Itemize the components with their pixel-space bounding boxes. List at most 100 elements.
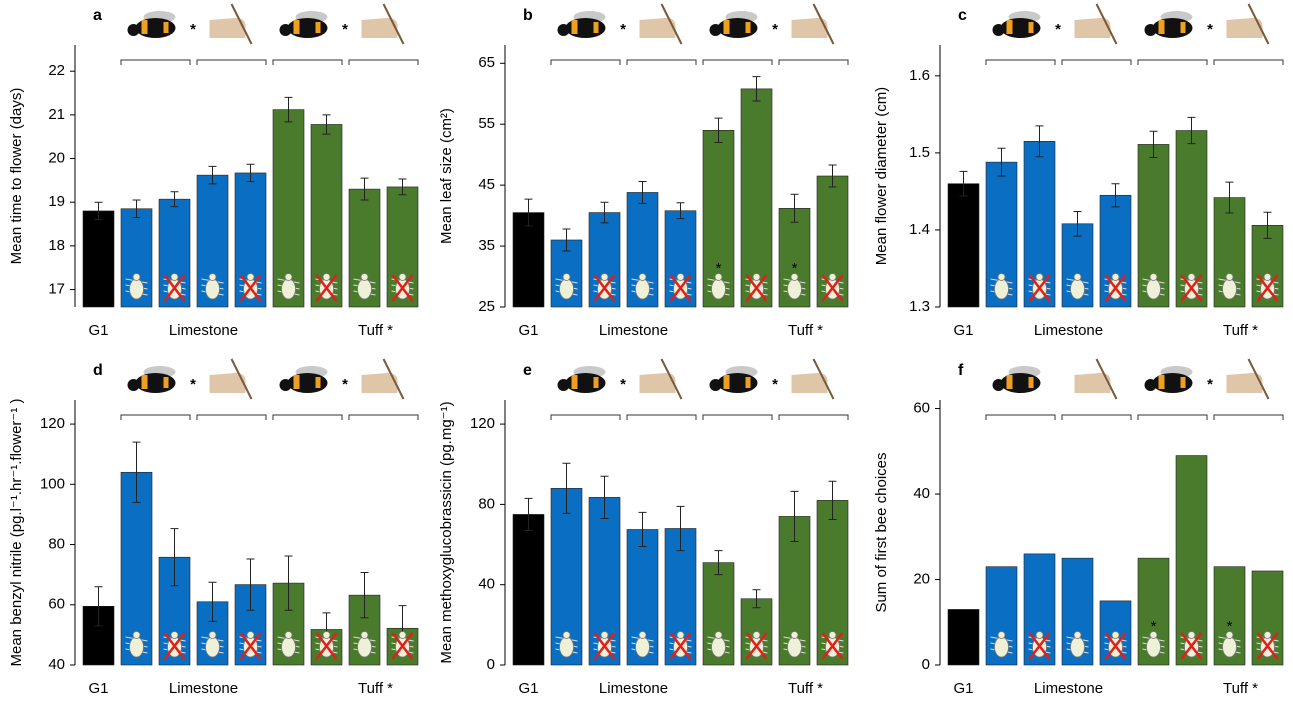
y-axis-label: Mean benzyl nitrile (pg.l⁻¹.hr⁻¹.flower⁻… — [8, 399, 25, 667]
y-tick-label: 0 — [487, 656, 495, 673]
pollination-mark: * — [620, 376, 626, 393]
bee-icon — [993, 11, 1041, 38]
aphid-body — [1071, 279, 1085, 299]
group-label: Limestone — [1034, 322, 1103, 339]
group-label: G1 — [518, 322, 538, 339]
hand-icon — [792, 359, 834, 399]
bee-icon — [128, 366, 176, 393]
hand-icon — [1227, 4, 1269, 44]
bee-stripe — [1007, 375, 1013, 389]
aphid-head — [399, 632, 406, 639]
group-label: G1 — [88, 322, 108, 339]
pollination-mark: * — [342, 376, 348, 393]
bar-annotation: * — [792, 260, 798, 277]
aphid-head — [1036, 274, 1043, 281]
aphid-head — [998, 274, 1005, 281]
aphid-head — [1264, 632, 1271, 639]
bee-head — [993, 24, 1005, 36]
y-tick-label: 25 — [478, 298, 495, 315]
aphid-body — [130, 279, 144, 299]
bee-stripe — [1159, 20, 1165, 34]
y-axis-label: Mean methoxyglucobrassicin (pg.mg⁻¹) — [438, 401, 455, 663]
aphid-head — [639, 274, 646, 281]
bee-stripe — [572, 375, 578, 389]
panel-label: f — [958, 362, 964, 379]
panel-label: a — [93, 7, 102, 24]
bracket — [121, 60, 190, 65]
aphid-head — [323, 274, 330, 281]
aphid-body — [1147, 637, 1161, 657]
aphid-head — [563, 632, 570, 639]
aphid-head — [1188, 632, 1195, 639]
bee-head — [128, 379, 140, 391]
bee-stripe — [1181, 22, 1186, 33]
aphid-head — [563, 274, 570, 281]
aphid-head — [753, 274, 760, 281]
bracket — [1214, 415, 1283, 420]
bee-icon — [1145, 366, 1193, 393]
bee-head — [1145, 379, 1157, 391]
bee-stripe — [316, 377, 321, 388]
bee-stripe — [316, 22, 321, 33]
aphid-head — [1036, 632, 1043, 639]
bee-stripe — [724, 20, 730, 34]
y-tick-label: 60 — [913, 400, 930, 417]
aphid-body — [636, 637, 650, 657]
aphid-head — [209, 274, 216, 281]
group-label: Tuff * — [788, 322, 823, 339]
aphid-body — [995, 279, 1009, 299]
pollination-mark: * — [190, 21, 196, 38]
group-label: Tuff * — [358, 680, 393, 697]
pollination-mark: * — [1207, 376, 1213, 393]
hand-icon — [640, 4, 682, 44]
hand-icon — [1227, 359, 1269, 399]
aphid-head — [1150, 274, 1157, 281]
bracket — [121, 415, 190, 420]
aphid-body — [1223, 637, 1237, 657]
bee-stripe — [1181, 377, 1186, 388]
group-label: G1 — [953, 322, 973, 339]
y-tick-label: 65 — [478, 54, 495, 71]
y-tick-label: 1.4 — [909, 221, 930, 238]
pollination-mark: * — [772, 21, 778, 38]
aphid-head — [639, 632, 646, 639]
y-tick-label: 45 — [478, 176, 495, 193]
bar — [83, 211, 114, 307]
aphid-head — [133, 632, 140, 639]
bee-icon — [710, 366, 758, 393]
group-label: Limestone — [599, 322, 668, 339]
aphid-body — [282, 637, 296, 657]
y-axis-label: Mean leaf size (cm²) — [438, 108, 455, 244]
y-tick-label: 1.3 — [909, 298, 930, 315]
bar — [948, 184, 979, 307]
bee-stripe — [746, 22, 751, 33]
y-tick-label: 100 — [40, 475, 65, 492]
panel-label: e — [523, 362, 532, 379]
group-label: Limestone — [1034, 680, 1103, 697]
bee-icon — [280, 11, 328, 38]
group-label: Tuff * — [1223, 322, 1258, 339]
aphid-head — [133, 274, 140, 281]
bracket — [551, 60, 620, 65]
y-tick-label: 20 — [48, 150, 65, 167]
pollination-mark: * — [620, 21, 626, 38]
group-label: Tuff * — [788, 680, 823, 697]
aphid-head — [677, 274, 684, 281]
group-label: Limestone — [169, 322, 238, 339]
bee-stripe — [294, 20, 300, 34]
bee-stripe — [142, 375, 148, 389]
hand-icon — [362, 359, 404, 399]
group-label: Tuff * — [1223, 680, 1258, 697]
aphid-body — [206, 637, 220, 657]
bee-stripe — [1029, 377, 1034, 388]
y-tick-label: 17 — [48, 281, 65, 298]
y-tick-label: 1.5 — [909, 144, 930, 161]
aphid-head — [361, 632, 368, 639]
aphid-head — [399, 274, 406, 281]
aphid-body — [636, 279, 650, 299]
aphid-head — [1264, 274, 1271, 281]
aphid-body — [130, 637, 144, 657]
bracket — [1062, 60, 1131, 65]
figure: aMean time to flower (days)171819202122G… — [0, 0, 1293, 704]
bee-stripe — [142, 20, 148, 34]
